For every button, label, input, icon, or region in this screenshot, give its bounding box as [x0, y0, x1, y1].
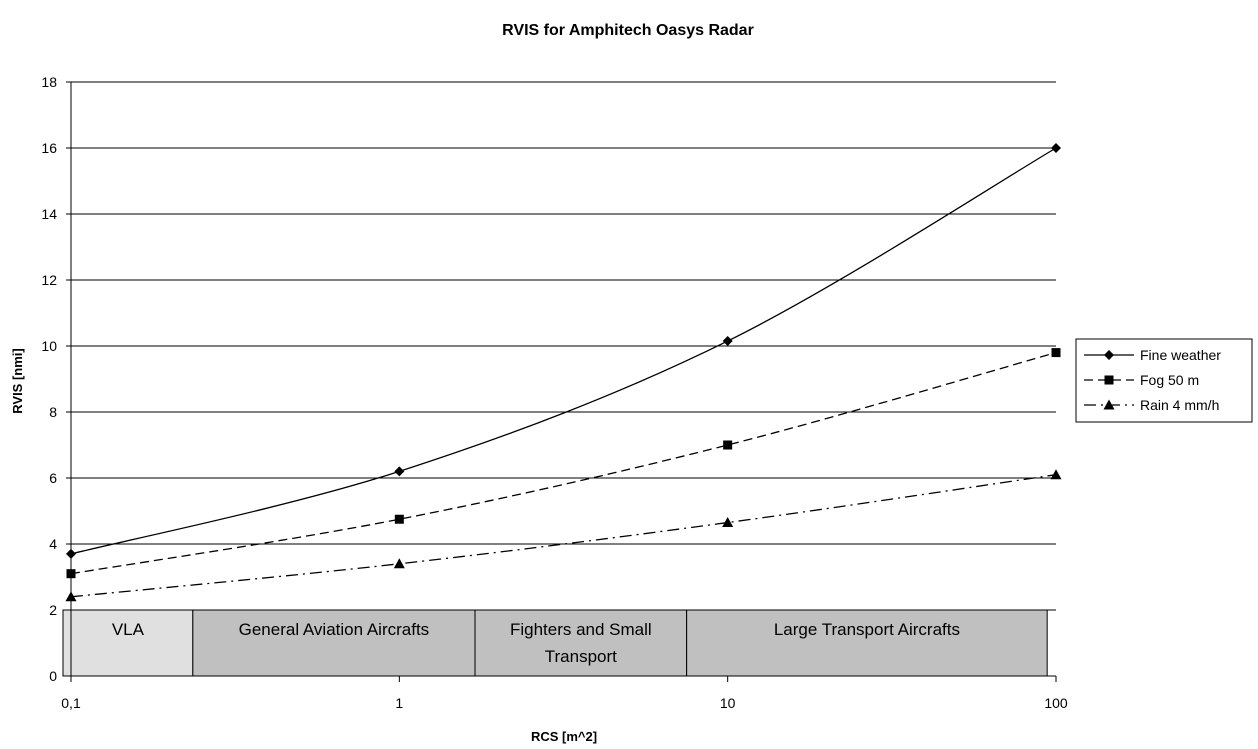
y-tick-label: 8 — [49, 404, 57, 420]
chart-title: RVIS for Amphitech Oasys Radar — [502, 22, 754, 39]
series-line-2 — [70, 351, 1057, 575]
data-point — [1051, 143, 1061, 153]
category-band-label: VLA — [112, 620, 145, 639]
plot-area: VLA General Aviation Aircrafts Fighters an… — [41, 74, 1067, 711]
x-tick-label: 0,1 — [61, 695, 81, 711]
y-tick-label: 12 — [41, 272, 57, 288]
y-axis-title: RVIS [nmi] — [10, 348, 25, 414]
data-point — [394, 514, 404, 524]
y-tick-label: 14 — [41, 206, 57, 222]
legend-label: Fog 50 m — [1140, 372, 1199, 388]
data-point — [723, 440, 733, 450]
x-axis-title: RCS [m^2] — [531, 729, 597, 744]
y-tick-label: 6 — [49, 470, 57, 486]
data-point — [66, 548, 76, 559]
series-line-1 — [70, 147, 1057, 555]
data-point — [66, 569, 76, 579]
y-tick-label: 16 — [41, 140, 57, 156]
y-tick-label: 4 — [49, 536, 57, 552]
legend-marker — [1103, 399, 1115, 410]
series-line-3 — [70, 474, 1057, 598]
legend-label: Fine weather — [1140, 347, 1221, 363]
x-tick-label: 10 — [720, 695, 736, 711]
data-point — [722, 336, 733, 347]
legend-label: Rain 4 mm/h — [1140, 397, 1219, 413]
y-tick-label: 18 — [41, 74, 57, 90]
category-band-label: Large Transport Aircrafts — [774, 620, 960, 639]
x-tick-label: 1 — [395, 695, 403, 711]
data-point — [65, 591, 77, 602]
data-point — [393, 558, 405, 569]
legend: Fine weather Fog 50 m Rain 4 mm/h — [1075, 338, 1253, 423]
y-tick-label: 0 — [49, 668, 57, 684]
data-point — [394, 466, 405, 477]
category-band-label: General Aviation Aircrafts — [239, 620, 430, 639]
data-point — [722, 517, 734, 528]
data-point — [1051, 348, 1061, 358]
data-point — [1050, 469, 1062, 480]
category-band-label: Transport — [545, 647, 617, 666]
y-tick-label: 10 — [41, 338, 57, 354]
y-tick-label: 2 — [49, 602, 57, 618]
x-tick-label: 100 — [1044, 695, 1068, 711]
legend-marker — [1104, 350, 1114, 360]
category-band-label: Fighters and Small — [510, 620, 652, 639]
legend-marker — [1104, 375, 1114, 385]
